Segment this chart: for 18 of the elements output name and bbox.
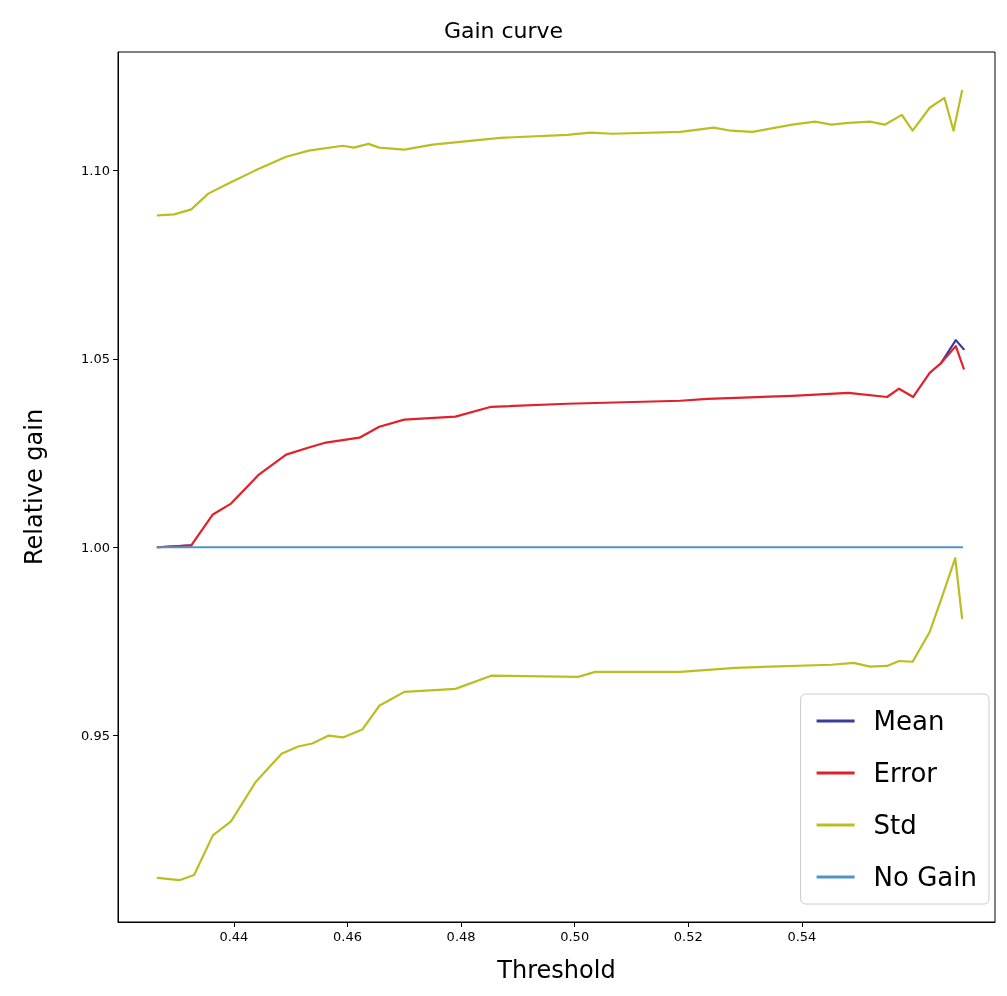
y-tick-label: 1.00 [81,539,110,555]
legend-label: Error [873,758,938,788]
x-tick-label: 0.54 [787,929,817,944]
legend-label: No Gain [873,862,977,892]
y-tick-label: 1.10 [81,163,110,179]
y-tick-label: 1.05 [81,351,110,367]
x-tick-label: 0.48 [446,929,476,944]
x-tick-label: 0.50 [560,929,590,944]
legend-label: Mean [873,706,945,736]
legend-label: Std [873,810,917,840]
x-axis-title: Threshold [496,956,616,984]
x-tick-label: 0.44 [219,929,249,944]
line-series [156,89,964,217]
y-axis-title: Relative gain [20,408,48,566]
x-tick-label: 0.52 [673,929,703,944]
chart-title: Gain curve [443,17,564,43]
y-tick-label: 0.95 [81,728,110,744]
x-tick-label: 0.46 [333,929,362,944]
